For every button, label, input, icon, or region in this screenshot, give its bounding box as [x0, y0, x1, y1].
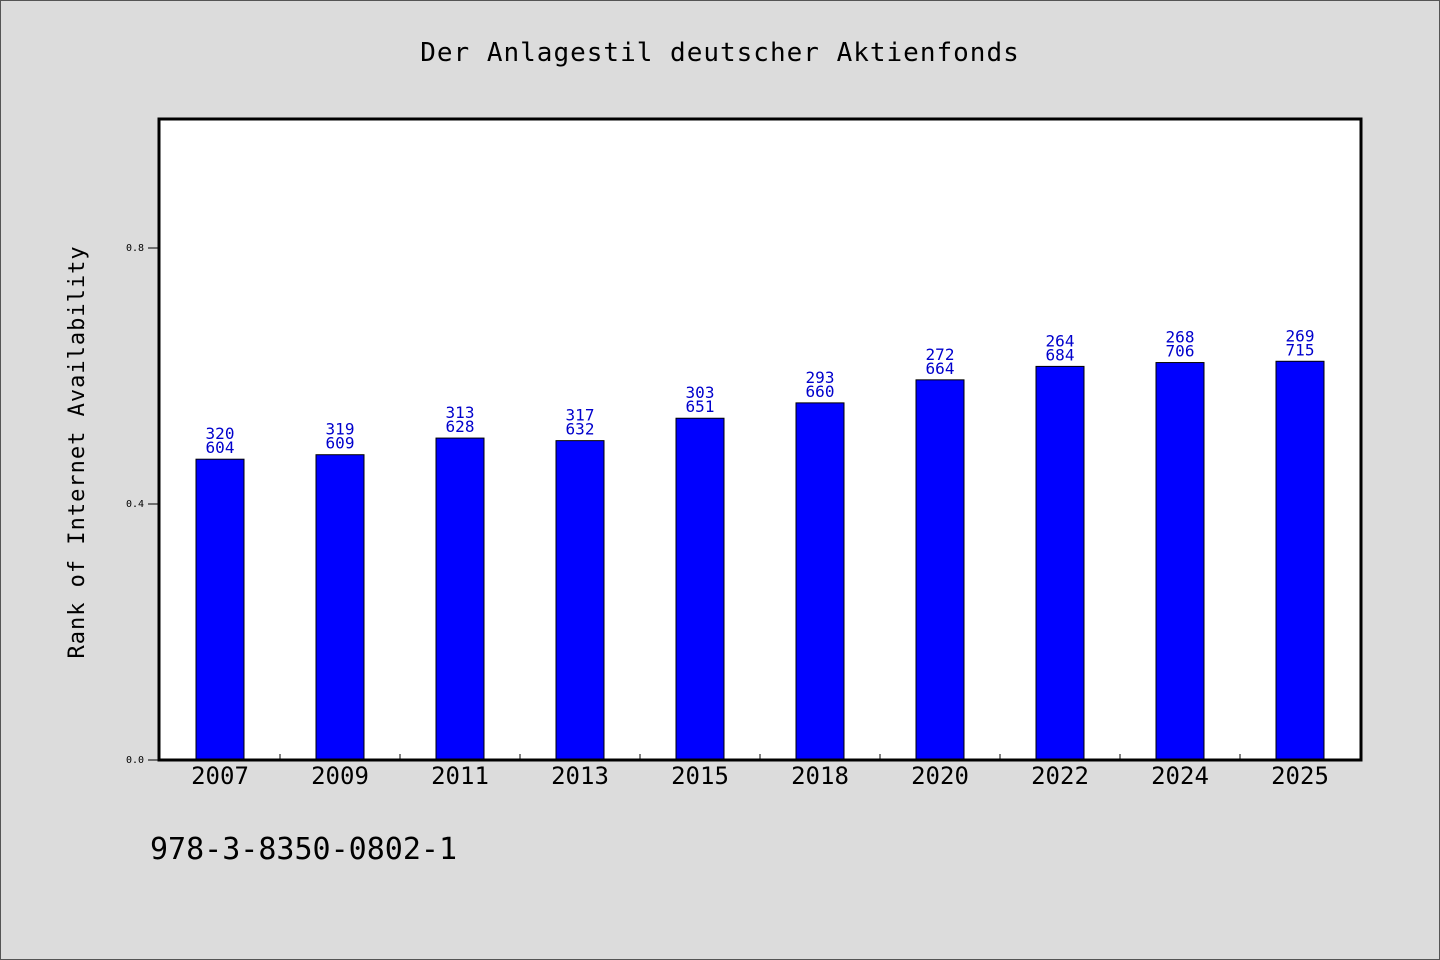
bar-label-top-2024: 268 [1166, 328, 1195, 347]
x-tick-label-2022: 2022 [1031, 762, 1089, 790]
x-tick-label-2007: 2007 [191, 762, 249, 790]
bar-2011 [435, 437, 485, 761]
bar-label-bottom-2015: 651 [686, 397, 715, 416]
bar-2015 [675, 417, 725, 761]
y-tick-label: 0.4 [126, 499, 144, 510]
x-tick-label-2013: 2013 [551, 762, 609, 790]
bar-label-top-2022: 264 [1046, 331, 1075, 350]
bar-2024 [1155, 362, 1205, 761]
y-axis-label: Rank of Internet Availability [65, 245, 90, 658]
bar-2018 [795, 402, 845, 761]
bar-label-top-2009: 319 [326, 420, 355, 439]
bar-labels-group: 3206043196093136283176323036512936602726… [206, 326, 1315, 457]
bar-label-bottom-2020: 664 [926, 359, 955, 378]
x-axis-ticks: 2007 2009 2011 2013 2015 2018 2020 2022 2024 2025 [191, 754, 1329, 790]
bar-label-bottom-2018: 660 [806, 382, 835, 401]
y-tick-label: 0.8 [126, 243, 144, 254]
bar-label-top-2020: 272 [926, 345, 955, 364]
bar-label-top-2013: 317 [566, 406, 595, 425]
bar-2009 [315, 454, 365, 761]
bar-label-top-2018: 293 [806, 368, 835, 387]
bar-2022 [1035, 365, 1085, 761]
x-tick-label-2025: 2025 [1271, 762, 1329, 790]
bar-2013 [555, 440, 605, 761]
bar-label-bottom-2007: 604 [206, 438, 235, 457]
bar-2007 [195, 458, 245, 761]
bar-label-top-2007: 320 [206, 424, 235, 443]
isbn-text: 978-3-8350-0802-1 [150, 832, 458, 867]
y-tick-label: 0.0 [126, 755, 144, 766]
bar-2025 [1275, 360, 1325, 761]
x-tick-label-2011: 2011 [431, 762, 489, 790]
bar-label-bottom-2024: 706 [1166, 342, 1195, 361]
x-tick-label-2020: 2020 [911, 762, 969, 790]
x-tick-label-2015: 2015 [671, 762, 729, 790]
bar-label-top-2015: 303 [686, 383, 715, 402]
plot-border [157, 117, 1363, 762]
bar-label-bottom-2013: 632 [566, 420, 595, 439]
bar-label-bottom-2025: 715 [1286, 340, 1315, 359]
bar-label-bottom-2009: 609 [326, 434, 355, 453]
chart-title: Der Anlagestil deutscher Aktienfonds [420, 38, 1020, 68]
y-axis-ticks: 0.0 0.4 0.8 [126, 243, 160, 766]
bar-label-top-2011: 313 [446, 403, 475, 422]
bar-label-top-2025: 269 [1286, 326, 1315, 345]
bars-group [195, 360, 1325, 761]
x-tick-label-2024: 2024 [1151, 762, 1209, 790]
bar-label-bottom-2011: 628 [446, 417, 475, 436]
x-tick-label-2018: 2018 [791, 762, 849, 790]
bar-label-bottom-2022: 684 [1046, 345, 1075, 364]
bar-2020 [915, 379, 965, 761]
x-tick-label-2009: 2009 [311, 762, 369, 790]
